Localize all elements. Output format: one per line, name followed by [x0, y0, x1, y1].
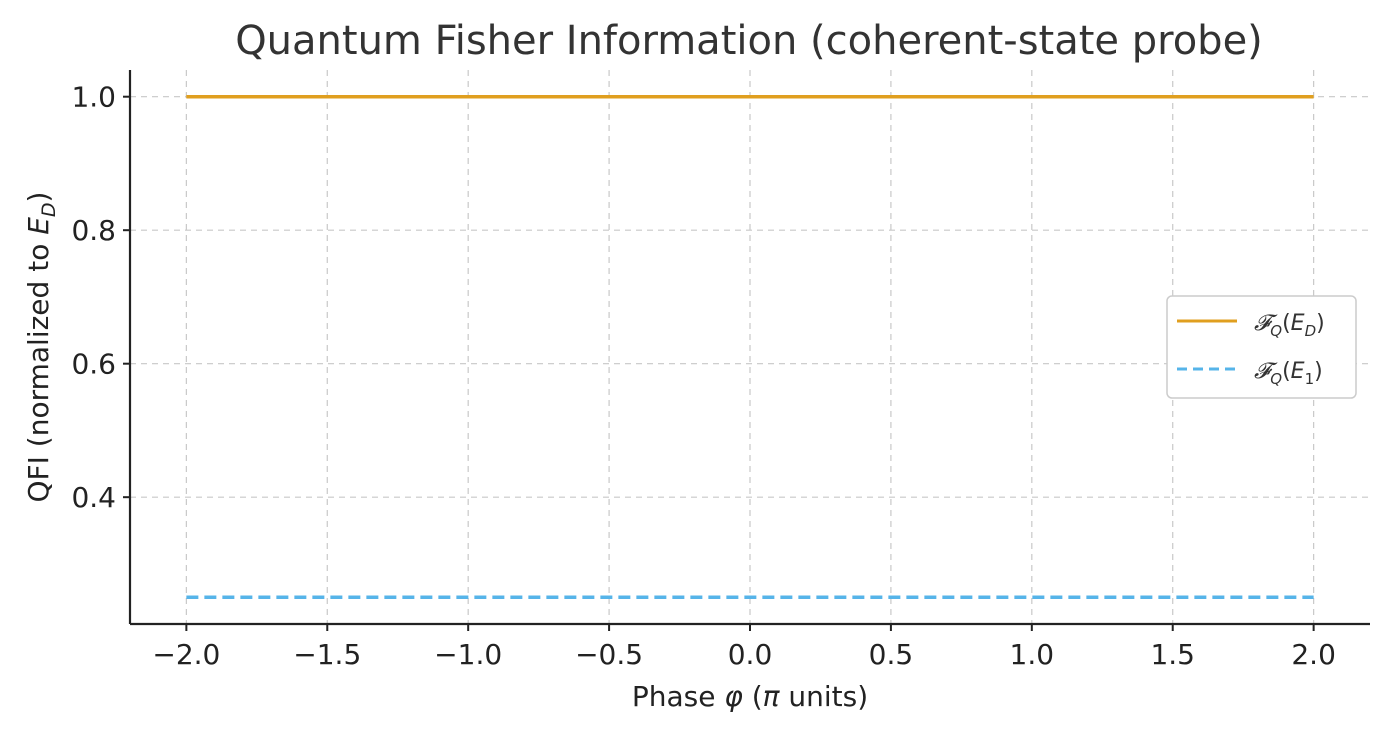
y-tick-label: 1.0 [71, 81, 116, 114]
x-tick-label: −2.0 [152, 638, 220, 671]
x-axis-label: Phase φ (π units) [632, 680, 868, 713]
y-tick-label: 0.4 [71, 481, 116, 514]
series-lines [186, 94, 1314, 600]
chart-title: Quantum Fisher Information (coherent-sta… [235, 18, 1263, 64]
x-tick-label: −0.5 [575, 638, 643, 671]
x-tick-label: 1.0 [1010, 638, 1055, 671]
x-tick-label: 0.5 [869, 638, 914, 671]
x-tick-label: 1.5 [1150, 638, 1195, 671]
y-axis-label: QFI (normalized to ED) [22, 191, 60, 502]
y-tick-label: 0.6 [71, 348, 116, 381]
ticks: −2.0 −1.5 −1.0 −0.5 0.0 0.5 1.0 1.5 2.0 0.4 0.6 0.8… [71, 81, 1335, 671]
legend-label-fq-e1: 𝓕Q(E1) [1254, 359, 1323, 388]
y-tick-label: 0.8 [71, 214, 116, 247]
x-tick-label: 2.0 [1291, 638, 1336, 671]
legend: 𝓕Q(ED) 𝓕Q(E1) [1166, 295, 1357, 399]
x-tick-label: −1.5 [293, 638, 361, 671]
x-tick-label: −1.0 [434, 638, 502, 671]
x-tick-label: 0.0 [728, 638, 773, 671]
